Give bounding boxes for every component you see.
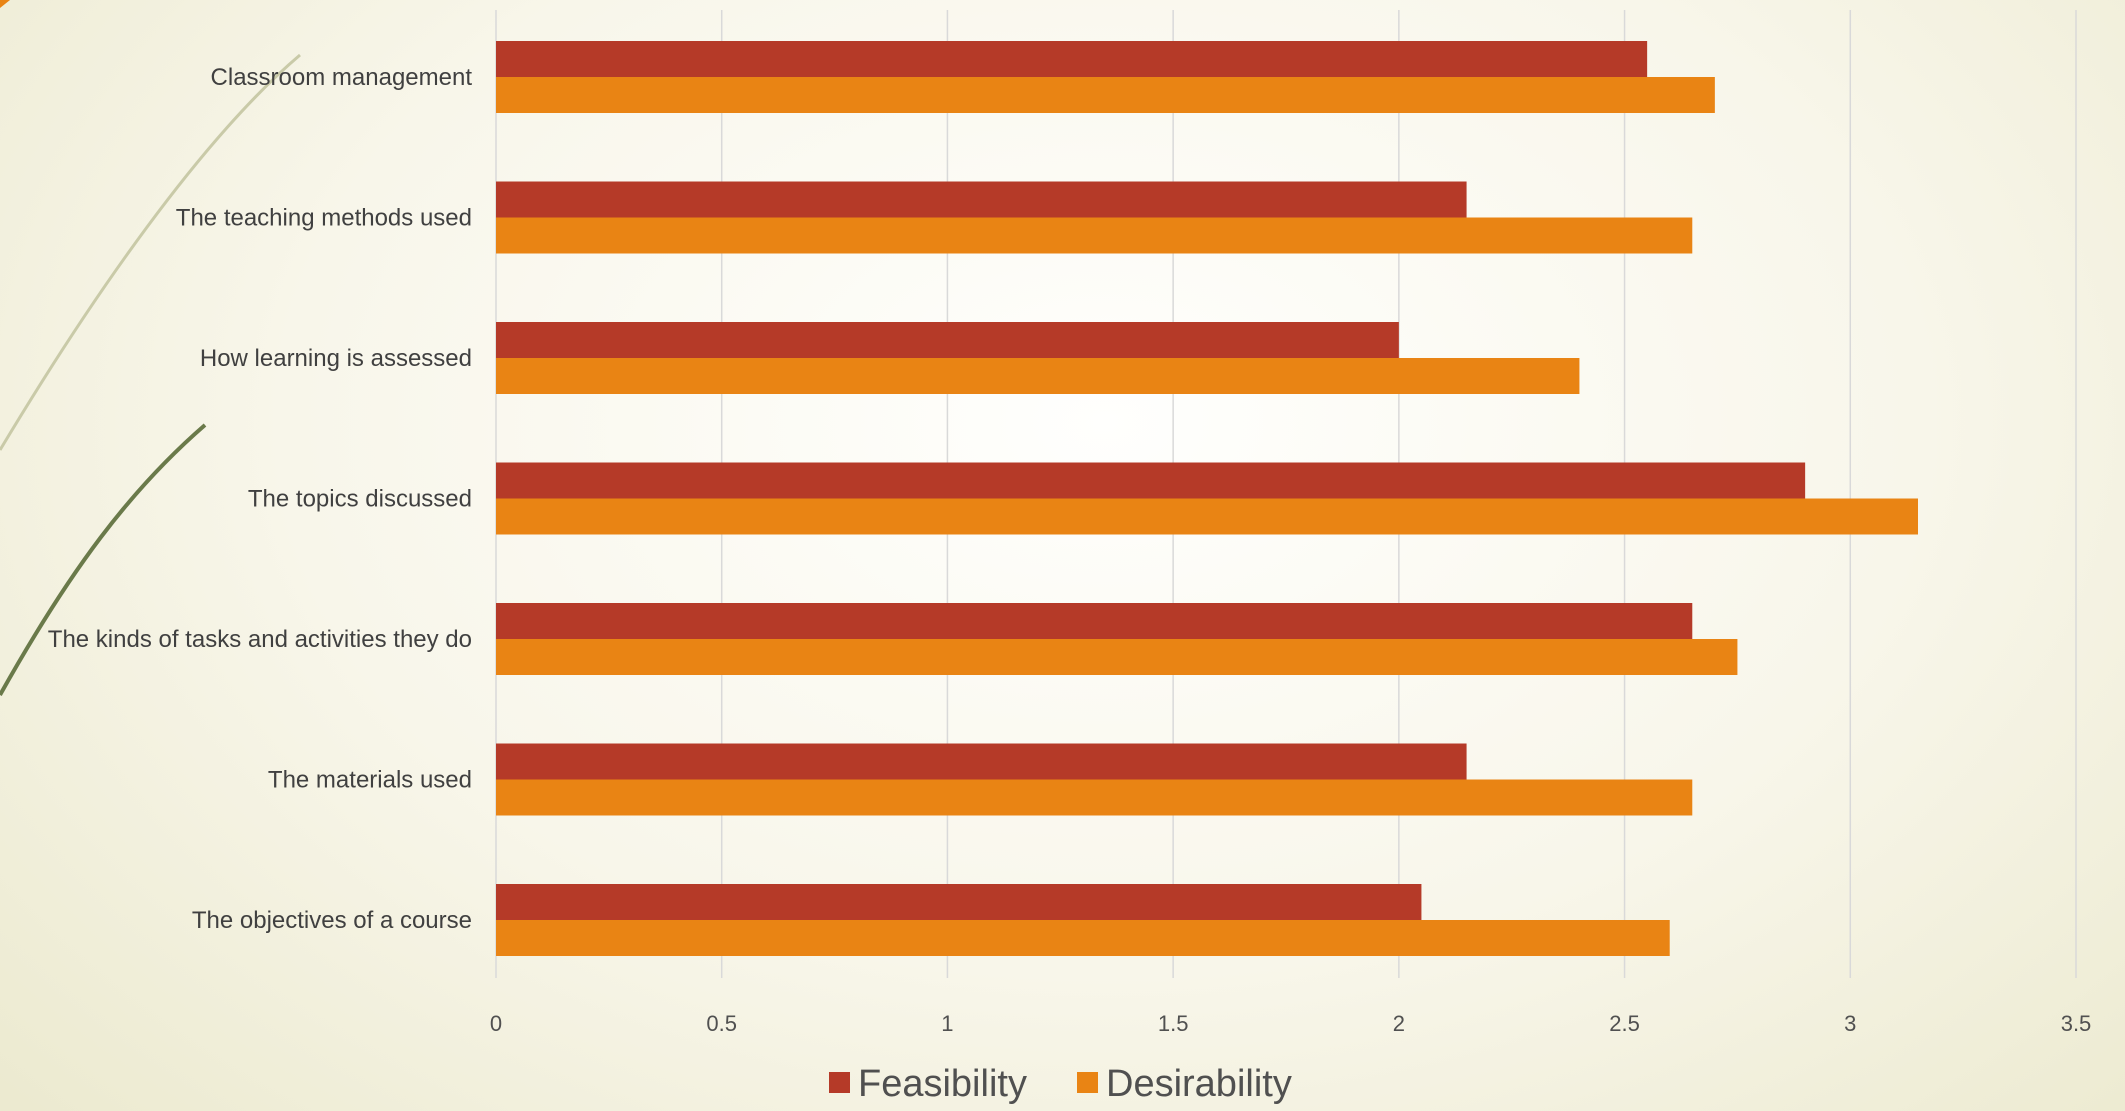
legend-swatch-feasibility	[829, 1072, 850, 1093]
category-label: How learning is assessed	[200, 345, 472, 372]
bar-feasibility	[496, 181, 1467, 218]
bar-desirability	[496, 779, 1693, 816]
x-tick-label: 2	[1393, 1011, 1405, 1036]
x-tick-label: 1.5	[1158, 1011, 1189, 1036]
legend-label-feasibility: Feasibility	[858, 1063, 1027, 1105]
bar-feasibility	[496, 322, 1399, 358]
bar-feasibility	[496, 462, 1806, 499]
category-label: The materials used	[268, 767, 472, 794]
category-label: The kinds of tasks and activities they d…	[48, 626, 472, 653]
bar-desirability	[496, 920, 1670, 956]
x-tick-label: 1	[941, 1011, 953, 1036]
x-tick-label: 0	[490, 1011, 502, 1036]
bar-feasibility	[496, 41, 1648, 77]
bars	[496, 41, 1918, 956]
bar-desirability	[496, 217, 1693, 254]
bar-desirability	[496, 358, 1580, 394]
x-tick-label: 3	[1844, 1011, 1856, 1036]
bar-desirability	[496, 498, 1918, 535]
bar-feasibility	[496, 884, 1422, 920]
category-label: The topics discussed	[248, 486, 472, 513]
legend: Feasibility Desirability	[829, 1063, 1292, 1105]
x-axis-ticks: 0 0.5 1 1.5 2 2.5 3 3.5	[490, 1011, 2091, 1036]
category-label: The objectives of a course	[192, 907, 472, 934]
gridlines	[495, 10, 2077, 978]
bar-feasibility	[496, 603, 1693, 639]
bar-desirability	[496, 77, 1715, 113]
x-tick-label: 0.5	[706, 1011, 737, 1036]
category-label: The teaching methods used	[176, 205, 472, 232]
category-label: Classroom management	[211, 64, 473, 91]
x-tick-label: 2.5	[1609, 1011, 1640, 1036]
legend-swatch-desirability	[1077, 1072, 1098, 1093]
category-labels: Classroom management The teaching methods…	[48, 64, 473, 934]
bar-feasibility	[496, 743, 1467, 780]
x-tick-label: 3.5	[2061, 1011, 2092, 1036]
bar-desirability	[496, 639, 1738, 675]
legend-label-desirability: Desirability	[1106, 1063, 1292, 1105]
